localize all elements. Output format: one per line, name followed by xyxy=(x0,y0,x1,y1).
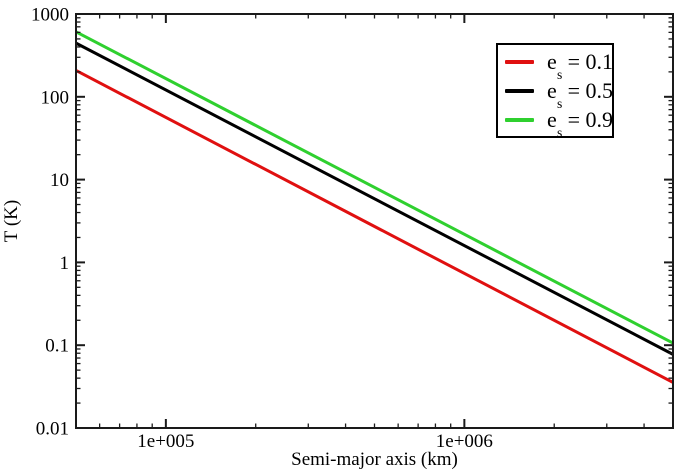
legend-swatch-red xyxy=(505,59,534,64)
legend-item: es = 0.5 xyxy=(498,76,613,110)
y-tick-label: 0.01 xyxy=(36,419,69,440)
legend-label-value: = 0.9 xyxy=(562,106,613,132)
y-tick-label: 1 xyxy=(60,253,70,274)
y-tick-label: 10 xyxy=(50,170,69,191)
legend-item: es = 0.9 xyxy=(498,105,613,139)
x-tick-label: 1e+006 xyxy=(436,431,493,452)
y-tick-label: 1000 xyxy=(31,5,69,26)
legend-label-value: = 0.5 xyxy=(562,77,613,103)
x-tick-label: 1e+005 xyxy=(137,431,194,452)
legend-item: es = 0.1 xyxy=(498,47,613,81)
legend-label-symbol: e xyxy=(547,48,557,74)
legend-label-symbol: e xyxy=(547,77,557,103)
x-axis-title: Semi-major axis (km) xyxy=(291,449,458,470)
legend-label-subscript: s xyxy=(557,124,563,140)
series-line-2 xyxy=(75,30,674,345)
legend: es = 0.1 es = 0.5 es = 0.9 xyxy=(496,43,614,139)
legend-swatch-black xyxy=(505,88,534,93)
legend-label: es = 0.9 xyxy=(547,106,613,139)
legend-label-subscript: s xyxy=(557,66,563,82)
legend-label-value: = 0.1 xyxy=(562,48,613,74)
series-line-1 xyxy=(75,41,674,356)
y-tick-label: 0.1 xyxy=(45,336,69,357)
legend-label-subscript: s xyxy=(557,95,563,111)
legend-label-symbol: e xyxy=(547,106,557,132)
legend-label: es = 0.1 xyxy=(547,48,613,81)
series-line-0 xyxy=(75,69,674,384)
legend-label: es = 0.5 xyxy=(547,77,613,110)
legend-swatch-green xyxy=(505,117,534,122)
plot-frame xyxy=(75,13,674,429)
y-tick-label: 100 xyxy=(41,87,70,108)
y-axis-title: T (K) xyxy=(1,200,22,242)
